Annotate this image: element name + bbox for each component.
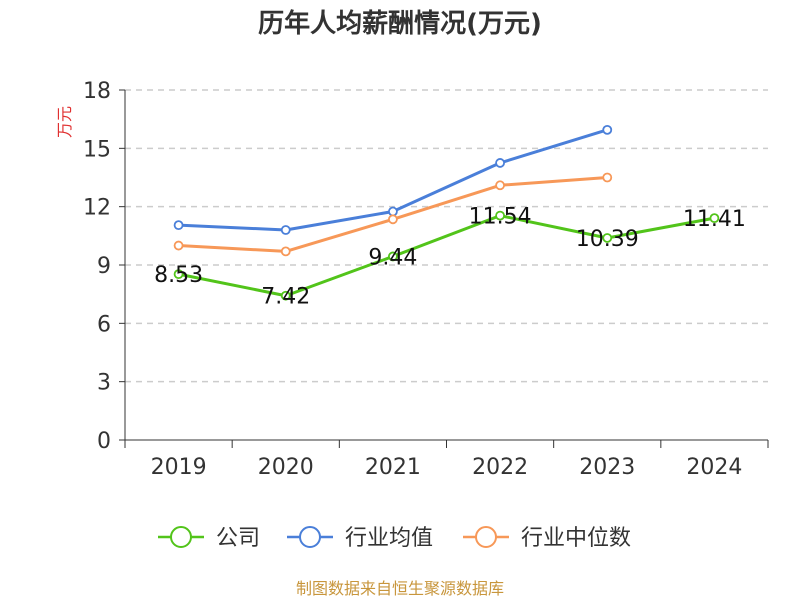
legend-label-2: 行业中位数 [521, 526, 631, 551]
series-lines [173, 124, 720, 301]
x-tick-label-2022: 2022 [472, 455, 528, 480]
series-line-0 [178, 214, 715, 298]
axes: 0 3 6 9 12 15 18 2019 2020 2021 2022 2023 2024 [83, 79, 769, 480]
series-2-point-2022 [495, 180, 505, 191]
data-labels: 8.53 7.42 9.44 11.54 10.39 11.41 [154, 205, 746, 310]
series-0-point-2024 [709, 213, 720, 224]
legend-marker-0 [170, 526, 192, 548]
data-label-2022: 11.54 [469, 205, 532, 230]
legend-marker-2 [475, 526, 497, 548]
y-tick-label: 6 [97, 312, 111, 337]
series-2-point-2021 [388, 214, 398, 225]
series-0-point-2021 [388, 251, 398, 262]
grid-lines [125, 89, 768, 383]
x-tick-label-2024: 2024 [686, 455, 742, 480]
y-tick-label: 3 [97, 371, 111, 396]
legend-label-0: 公司 [216, 526, 260, 551]
series-2-point-2023 [602, 172, 613, 183]
series-1-point-2022 [495, 158, 505, 168]
data-label-2020: 7.42 [261, 285, 310, 310]
series-1-point-2023 [602, 124, 613, 135]
data-label-2021: 9.44 [368, 245, 417, 270]
legend-label-1: 行业均值 [345, 526, 433, 551]
series-0-point-2020 [280, 290, 291, 301]
y-tick-label: 18 [83, 79, 111, 104]
series-1-point-2020 [280, 225, 291, 235]
y-tick-label: 15 [83, 137, 111, 162]
series-0-point-2022 [495, 210, 505, 221]
x-tick-label-2023: 2023 [579, 455, 635, 480]
series-1-point-2019 [173, 220, 184, 231]
chart-title: 历年人均薪酬情况(万元) [258, 8, 542, 39]
y-tick-label: 0 [97, 429, 111, 454]
legend: 公司 行业均值 行业中位数 [158, 526, 631, 551]
x-tick-label-2021: 2021 [365, 455, 421, 480]
y-tick-label: 9 [97, 254, 111, 279]
series-2-point-2019 [173, 240, 184, 251]
x-tick-label-2020: 2020 [258, 455, 314, 480]
series-0-point-2023 [602, 233, 613, 243]
data-label-2023: 10.39 [576, 227, 639, 252]
series-0-point-2019 [173, 269, 184, 280]
source-note: 制图数据来自恒生聚源数据库 [296, 579, 504, 598]
data-label-2019: 8.53 [154, 263, 203, 288]
data-label-2024: 11.41 [683, 207, 746, 232]
y-axis-label: 万元 [55, 106, 74, 138]
x-tick-label-2019: 2019 [151, 455, 207, 480]
series-1-point-2021 [388, 206, 398, 217]
legend-marker-1 [299, 526, 321, 548]
series-2-point-2020 [280, 246, 291, 257]
y-tick-label: 12 [83, 196, 111, 221]
